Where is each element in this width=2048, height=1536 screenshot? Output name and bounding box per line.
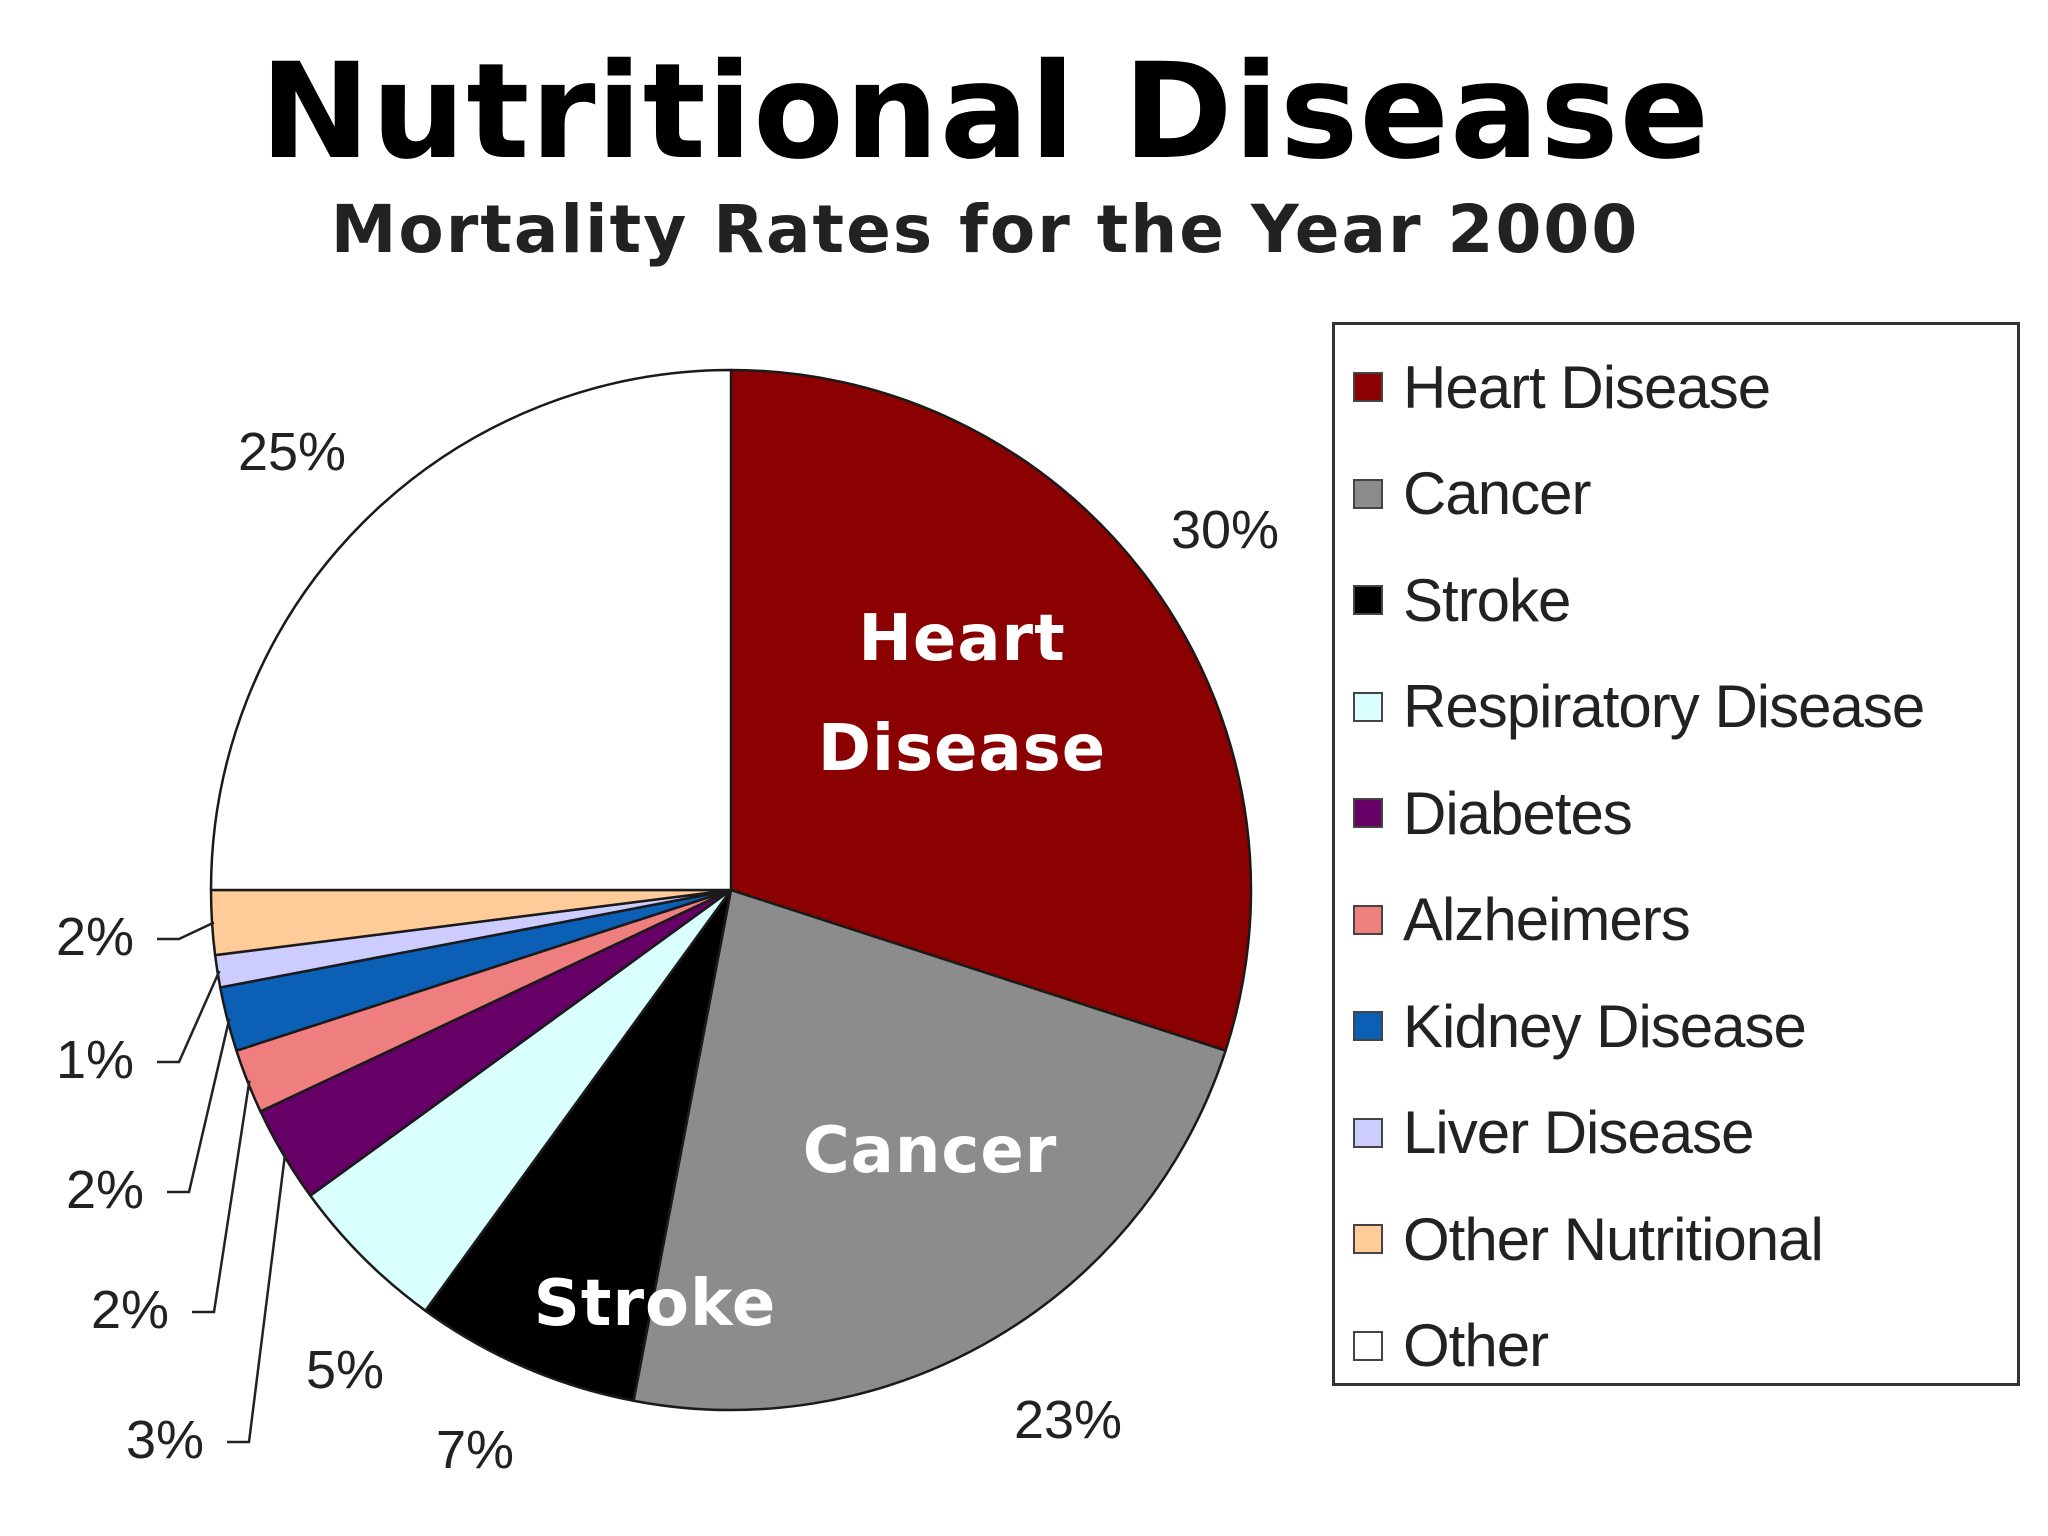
percent-label-stroke: 7% [436,1420,514,1480]
leader-line-alzheimers [192,1080,251,1314]
legend-item-diabetes: Diabetes [1353,773,1633,853]
legend-item-respiratory-disease: Respiratory Disease [1353,667,1925,747]
chart-title: Nutritional Disease [259,35,1711,189]
legend-swatch-diabetes [1353,798,1383,828]
percent-label-heart-disease: 30% [1171,500,1279,560]
percent-label-other-nutritional: 2% [56,907,134,967]
legend-swatch-respiratory-disease [1353,691,1383,722]
legend-label-other: Other [1403,1312,1549,1379]
percent-label-cancer: 23% [1014,1390,1122,1450]
legend-item-other-nutritional: Other Nutritional [1353,1199,1824,1279]
legend-swatch-heart-disease [1353,372,1383,402]
legend-item-heart-disease: Heart Disease [1353,347,1771,427]
legend-item-stroke: Stroke [1353,560,1571,640]
percent-label-diabetes: 3% [126,1410,204,1470]
legend-item-alzheimers: Alzheimers [1353,880,1691,960]
percent-label-alzheimers: 2% [91,1280,169,1340]
legend-swatch-stroke [1353,585,1383,615]
slice-inner-labels: Heart Disease Cancer Stroke [534,602,1106,1341]
leader-lines [157,921,287,1444]
slice-label-heart-disease-line-1: Heart [858,602,1065,676]
legend-item-cancer: Cancer [1353,454,1591,534]
legend-swatch-alzheimers [1353,904,1383,935]
legend-label-other-nutritional: Other Nutritional [1403,1205,1824,1273]
legend-label-cancer: Cancer [1403,460,1591,527]
legend-swatch-kidney-disease [1353,1011,1383,1041]
pie-slice-other [209,368,733,892]
legend-item-other: Other [1353,1306,1549,1386]
pie-slice-stroke [424,888,733,1403]
legend: Heart Disease Cancer Stroke Respiratory Dis… [1332,322,2020,1386]
leader-line-other-nutritional [157,921,215,941]
legend-swatch-cancer [1353,478,1383,509]
slice-label-cancer: Cancer [803,1114,1058,1188]
percent-label-liver-disease: 1% [56,1030,134,1090]
leader-line-diabetes [227,1153,287,1444]
percent-label-respiratory-disease: 5% [306,1340,384,1400]
pie-slices [209,368,1253,1412]
legend-label-heart-disease: Heart Disease [1403,353,1771,421]
chart-subtitle: Mortality Rates for the Year 2000 [330,191,1640,268]
percent-labels: 30% 23% 7% 5% 3% 2% 2% 1% 2% 25% [56,422,1279,1480]
pie-slice-respiratory-disease [309,888,733,1312]
pie-slice-cancer [632,888,1227,1412]
slice-label-stroke: Stroke [534,1267,776,1341]
legend-label-kidney-disease: Kidney Disease [1403,992,1807,1060]
legend-label-liver-disease: Liver Disease [1403,1099,1754,1166]
pie-slice-heart-disease [729,368,1253,1052]
legend-label-alzheimers: Alzheimers [1403,886,1691,953]
legend-label-stroke: Stroke [1403,566,1571,634]
legend-item-kidney-disease: Kidney Disease [1353,986,1807,1066]
legend-label-respiratory-disease: Respiratory Disease [1403,673,1925,740]
leader-line-kidney-disease [167,1018,231,1194]
legend-swatch-other-nutritional [1353,1224,1383,1254]
legend-swatch-liver-disease [1353,1117,1383,1148]
percent-label-other: 25% [238,422,346,482]
slice-label-heart-disease-line-2: Disease [818,712,1106,786]
percent-label-kidney-disease: 2% [66,1160,144,1220]
legend-label-diabetes: Diabetes [1403,779,1633,847]
leader-line-liver-disease [157,970,221,1064]
legend-item-liver-disease: Liver Disease [1353,1093,1754,1173]
legend-swatch-other [1353,1330,1383,1361]
